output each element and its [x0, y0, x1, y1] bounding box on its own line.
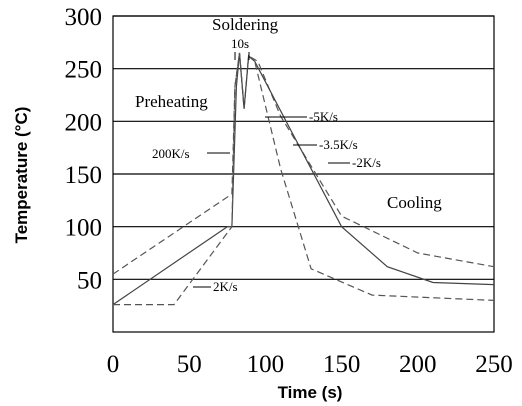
- x-tick-100: 100: [247, 351, 285, 378]
- x-tick-250: 250: [475, 351, 513, 378]
- y-tick-250: 250: [65, 57, 103, 84]
- y-tick-200: 200: [65, 109, 103, 136]
- annotations: Soldering 10s Preheating 200K/s -5K/s -3…: [135, 15, 442, 294]
- y-tick-50: 50: [77, 267, 102, 294]
- preheating-label: Preheating: [135, 92, 208, 111]
- series-line-2: [112, 52, 495, 306]
- y-tick-100: 100: [65, 215, 103, 242]
- series-line-1: [112, 52, 495, 275]
- y-tick-150: 150: [65, 162, 103, 189]
- x-tick-labels: 0 50 100 150 200 250: [107, 351, 513, 378]
- x-tick-0: 0: [107, 351, 120, 378]
- cooling-label: Cooling: [387, 193, 442, 212]
- soldering-label: Soldering: [212, 15, 279, 34]
- duration-label: 10s: [231, 36, 249, 51]
- x-tick-50: 50: [177, 351, 202, 378]
- series-line-3: [113, 52, 495, 306]
- y-axis-title: Temperature (°C): [12, 107, 31, 244]
- series-group: [112, 52, 495, 306]
- rate-m2-label: -2K/s: [352, 155, 381, 170]
- rate-200-label: 200K/s: [152, 146, 190, 161]
- rate-2-label: 2K/s: [213, 279, 238, 294]
- plot-frame: [112, 15, 495, 333]
- x-tick-150: 150: [323, 351, 361, 378]
- y-tick-labels: 50 100 150 200 250 300: [65, 4, 103, 294]
- x-tick-200: 200: [399, 351, 437, 378]
- y-tick-300: 300: [65, 4, 103, 31]
- rate-m5-label: -5K/s: [309, 109, 338, 124]
- rate-m35-label: -3.5K/s: [319, 137, 358, 152]
- x-axis-title: Time (s): [278, 383, 343, 402]
